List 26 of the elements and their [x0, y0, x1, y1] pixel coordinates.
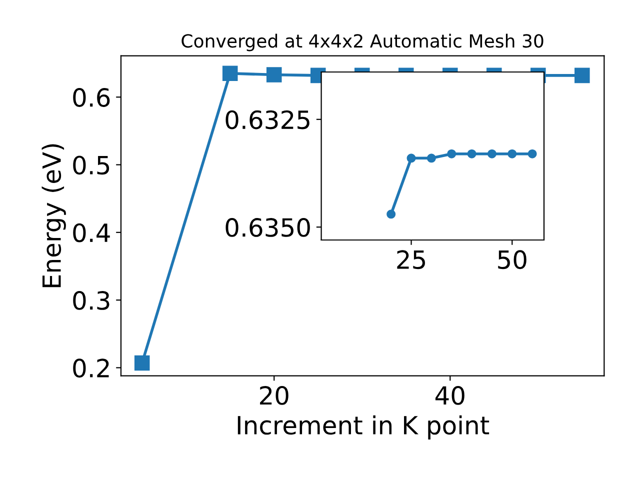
- chart-title: Converged at 4x4x2 Automatic Mesh 30: [182, 34, 544, 52]
- y-tick-label: 0.6: [73, 88, 110, 107]
- point: [386, 210, 396, 219]
- point: [134, 355, 150, 371]
- point: [426, 154, 436, 163]
- y-tick-label: 0.2: [73, 358, 109, 378]
- point: [508, 149, 517, 158]
- x-tick-label: 20: [260, 386, 288, 405]
- x-tick-label: 50: [498, 250, 526, 270]
- point: [406, 154, 416, 163]
- point: [574, 68, 590, 84]
- y-tick-label: 0.3: [73, 291, 110, 310]
- point: [528, 149, 537, 158]
- y-tick-label: 0.6350: [226, 218, 310, 237]
- y-tick-label: 0.4: [73, 223, 110, 242]
- point: [266, 67, 282, 82]
- y-tick-label: 0.5: [73, 156, 110, 175]
- point: [467, 149, 476, 158]
- y-tick-label: 0.6325: [226, 110, 310, 130]
- point: [222, 66, 238, 82]
- y-axis-title: Energy (eV): [42, 144, 66, 288]
- x-tick-label: 40: [435, 386, 464, 405]
- x-axis-title: Increment in K point: [238, 415, 490, 440]
- x-tick-label: 25: [397, 250, 425, 270]
- point: [487, 149, 496, 158]
- point: [447, 149, 456, 158]
